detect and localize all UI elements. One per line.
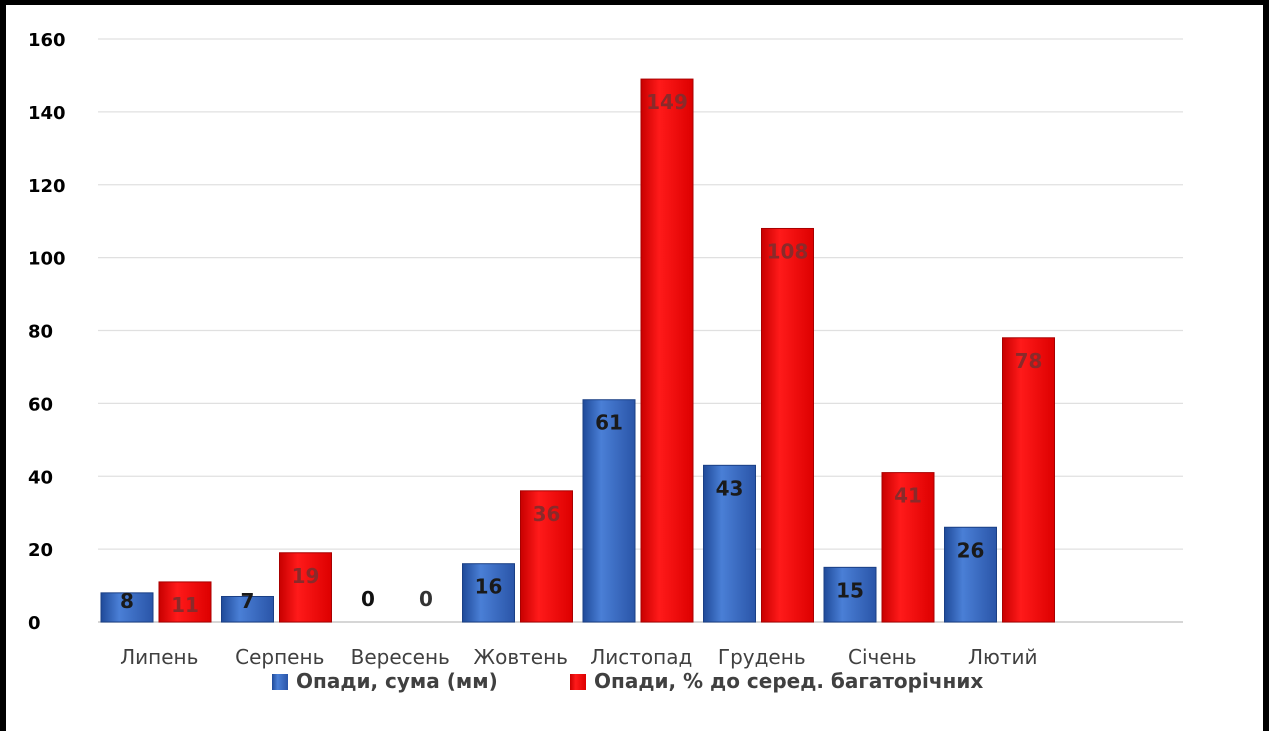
bar-percent: [761, 227, 814, 623]
bar-mm: [582, 399, 636, 623]
frame-left-border: [0, 0, 6, 731]
y-tick-label: 120: [28, 176, 66, 197]
data-label: 149: [646, 90, 688, 114]
data-label: 11: [171, 593, 199, 617]
data-labels: 8 11 7 19 0 0 16 36 61 149 43 108 15 41 26 78: [120, 90, 1042, 617]
data-label: 61: [595, 411, 623, 435]
y-tick-label: 140: [28, 103, 66, 124]
x-axis-categories: Липень Серпень Вересень Жовтень Листопад Груд…: [120, 645, 1037, 669]
data-label: 0: [419, 587, 433, 611]
y-tick-label: 80: [28, 322, 53, 343]
x-category-label: Січень: [848, 645, 917, 669]
data-label: 108: [767, 239, 809, 263]
bar-percent: [158, 581, 212, 623]
data-label: 36: [533, 502, 561, 526]
data-label: 19: [292, 564, 320, 588]
data-label: 16: [475, 575, 503, 599]
bar-percent: [520, 490, 573, 623]
y-axis-ticks: 0 20 40 60 80 100 120 140 160: [28, 30, 66, 634]
bar-mm: [944, 526, 997, 623]
bar-mm: [823, 566, 877, 623]
data-label: 8: [120, 589, 134, 613]
x-category-label: Вересень: [351, 645, 450, 669]
x-category-label: Липень: [120, 645, 198, 669]
x-category-label: Лютий: [968, 645, 1038, 669]
x-category-label: Листопад: [590, 645, 692, 669]
bar-percent: [640, 78, 694, 623]
y-tick-label: 100: [28, 249, 66, 270]
y-tick-label: 160: [28, 30, 66, 51]
y-tick-label: 40: [28, 467, 53, 488]
bar-mm: [462, 563, 515, 623]
legend-label: Опади, сума (мм): [296, 669, 498, 693]
bar-mm: [100, 592, 154, 623]
bar-mm: [703, 464, 756, 623]
data-label: 78: [1015, 349, 1043, 373]
bar-percent: [1002, 337, 1055, 623]
legend-label: Опади, % до серед. багаторічних: [594, 669, 983, 693]
frame-right-border: [1263, 0, 1269, 731]
legend-swatch: [272, 674, 288, 690]
bar-percent: [881, 472, 935, 623]
legend-swatch: [570, 674, 586, 690]
data-label: 43: [716, 476, 744, 500]
frame-top-border: [0, 0, 1269, 5]
data-label: 7: [241, 589, 255, 613]
bar-mm: [221, 595, 274, 623]
y-tick-label: 20: [28, 540, 53, 561]
data-label: 15: [836, 578, 864, 602]
y-tick-label: 60: [28, 394, 53, 415]
legend: Опади, сума (мм) Опади, % до серед. багат…: [272, 669, 983, 693]
data-label: 26: [957, 538, 985, 562]
x-category-label: Жовтень: [474, 645, 568, 669]
bar-percent: [279, 552, 332, 623]
y-tick-label: 0: [28, 613, 41, 634]
x-category-label: Серпень: [235, 645, 324, 669]
data-label: 0: [361, 587, 375, 611]
data-label: 41: [894, 484, 922, 508]
bars: [100, 78, 1055, 623]
x-category-label: Грудень: [718, 645, 806, 669]
